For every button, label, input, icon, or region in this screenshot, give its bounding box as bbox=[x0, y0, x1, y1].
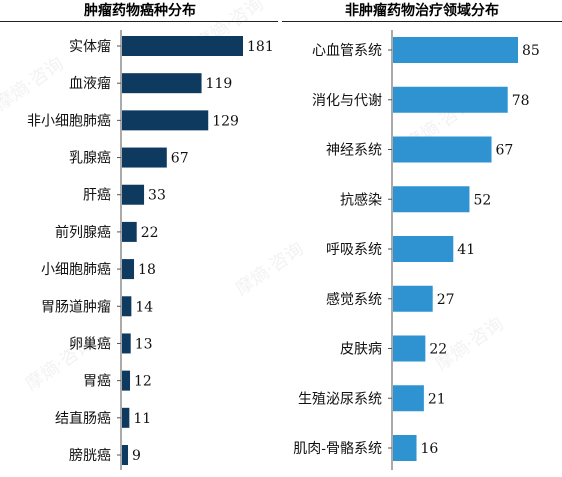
left-chart-title: 肿瘤药物癌种分布 bbox=[84, 3, 196, 19]
category-label: 血液瘤 bbox=[69, 75, 111, 92]
bar bbox=[393, 335, 426, 362]
right-chart-title: 非肿瘤药物治疗领域分布 bbox=[345, 3, 499, 19]
left-title-rule bbox=[0, 21, 278, 22]
bar bbox=[122, 110, 209, 131]
category-label: 消化与代谢 bbox=[312, 93, 382, 109]
data-label: 13 bbox=[135, 336, 153, 352]
data-label: 18 bbox=[138, 262, 156, 278]
bar bbox=[393, 86, 508, 113]
data-label: 12 bbox=[134, 374, 152, 390]
bar bbox=[393, 435, 417, 461]
category-label: 肌肉-骨骼系统 bbox=[293, 441, 382, 457]
data-label: 41 bbox=[457, 242, 475, 258]
data-label: 14 bbox=[135, 299, 153, 315]
category-label: 前列腺癌 bbox=[55, 224, 111, 241]
data-label: 11 bbox=[133, 411, 151, 427]
category-label: 抗感染 bbox=[340, 191, 382, 208]
data-label: 16 bbox=[421, 441, 439, 457]
data-label: 119 bbox=[206, 76, 233, 92]
bar bbox=[393, 186, 470, 213]
bar bbox=[393, 37, 518, 63]
category-label: 肝癌 bbox=[83, 188, 111, 204]
bar bbox=[393, 285, 433, 312]
category-label: 结直肠癌 bbox=[55, 410, 111, 427]
category-label: 膀胱癌 bbox=[69, 447, 111, 464]
data-label: 22 bbox=[429, 342, 447, 358]
category-label: 感觉系统 bbox=[326, 291, 382, 308]
data-label: 67 bbox=[171, 151, 189, 167]
category-label: 生殖泌尿系统 bbox=[298, 390, 382, 407]
bar bbox=[122, 445, 129, 465]
category-label: 非小细胞肺癌 bbox=[27, 113, 111, 129]
bar bbox=[122, 407, 130, 428]
bar bbox=[122, 296, 132, 317]
category-label: 呼吸系统 bbox=[326, 242, 382, 258]
bar bbox=[122, 147, 167, 168]
data-label: 21 bbox=[428, 391, 446, 407]
data-label: 33 bbox=[148, 188, 166, 204]
right-bar-chart: 心血管系统 85 消化与代谢 78 神经系统 67 抗感染 52 呼吸系统 41 感觉系统 27 皮肤病… bbox=[293, 30, 540, 470]
data-label: 85 bbox=[522, 43, 540, 59]
bar bbox=[393, 236, 454, 262]
category-label: 实体瘤 bbox=[69, 38, 111, 55]
bar bbox=[122, 333, 131, 354]
category-label: 心血管系统 bbox=[312, 43, 382, 59]
category-label: 胃癌 bbox=[83, 374, 111, 390]
category-label: 乳腺癌 bbox=[69, 151, 111, 167]
category-label: 小细胞肺癌 bbox=[41, 262, 111, 278]
data-label: 22 bbox=[141, 225, 159, 241]
data-label: 27 bbox=[437, 292, 455, 308]
data-label: 129 bbox=[212, 113, 239, 129]
data-label: 9 bbox=[132, 448, 141, 464]
category-label: 神经系统 bbox=[326, 143, 382, 159]
bar bbox=[122, 184, 145, 205]
bar bbox=[122, 36, 243, 56]
bar bbox=[122, 259, 135, 280]
bar bbox=[393, 385, 424, 412]
data-label: 52 bbox=[473, 192, 491, 208]
category-label: 胃肠道肿瘤 bbox=[41, 298, 111, 315]
bar bbox=[122, 73, 202, 94]
data-label: 67 bbox=[496, 143, 514, 159]
category-label: 皮肤病 bbox=[340, 342, 382, 358]
data-label: 78 bbox=[512, 93, 530, 109]
bar bbox=[393, 136, 492, 163]
right-title-rule bbox=[282, 21, 562, 22]
bar bbox=[122, 221, 137, 242]
data-label: 181 bbox=[247, 39, 274, 55]
bar bbox=[122, 370, 131, 391]
category-label: 卵巢癌 bbox=[69, 336, 111, 352]
